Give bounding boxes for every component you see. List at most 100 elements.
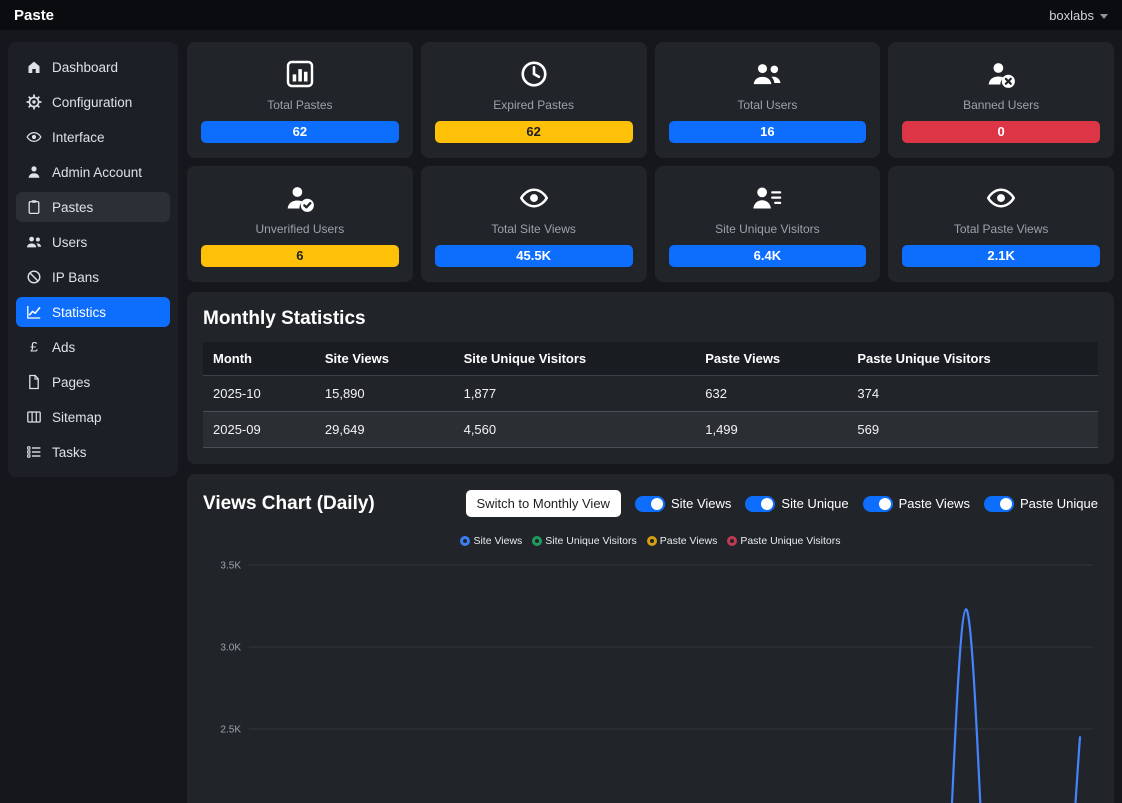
- sidebar-item-admin-account[interactable]: Admin Account: [16, 157, 170, 187]
- sidebar-item-label: Statistics: [52, 304, 107, 320]
- toggle-switch[interactable]: [983, 495, 1014, 512]
- currency-pound-icon: [26, 339, 42, 355]
- sidebar-item-sitemap[interactable]: Sitemap: [16, 402, 170, 432]
- monthly-statistics-title: Monthly Statistics: [203, 308, 366, 329]
- legend-label: Site Unique Visitors: [545, 535, 637, 547]
- sidebar-item-ads[interactable]: Ads: [16, 332, 170, 362]
- y-axis-tick: 2.5K: [220, 725, 241, 736]
- toggle-paste-unique[interactable]: Paste Unique: [983, 495, 1098, 512]
- sidebar-item-label: Dashboard: [52, 59, 119, 75]
- table-cell: 1,499: [695, 411, 848, 448]
- toggle-label: Site Views: [670, 496, 732, 511]
- eye-icon: [986, 183, 1016, 213]
- toggle-switch[interactable]: [862, 495, 893, 512]
- stat-card-label: Total Paste Views: [953, 222, 1049, 236]
- account-menu[interactable]: boxlabs: [1049, 8, 1108, 23]
- toggle-paste-views[interactable]: Paste Views: [862, 495, 970, 512]
- list-check-icon: [26, 444, 42, 460]
- sidebar-item-label: Configuration: [52, 94, 133, 110]
- bar-chart-icon: [285, 59, 315, 89]
- stat-card-banned-users: Banned Users 0: [888, 42, 1114, 158]
- person-check-icon: [285, 183, 315, 213]
- chart-toggles: Site Views Site Unique Paste Views Paste Un…: [634, 495, 1098, 512]
- stat-card-site-unique-visitors: Site Unique Visitors 6.4K: [654, 166, 881, 282]
- stat-card-value: 45.5K: [434, 245, 633, 267]
- toggle-site-unique[interactable]: Site Unique: [745, 495, 849, 512]
- toggle-switch[interactable]: [745, 495, 776, 512]
- y-axis-tick: 3.5K: [220, 561, 241, 572]
- table-row: 2025-09 29,649 4,560 1,499 569: [203, 411, 1098, 448]
- sidebar-item-ip-bans[interactable]: IP Bans: [16, 262, 170, 292]
- sidebar-item-label: Tasks: [52, 444, 87, 460]
- sidebar-item-label: Sitemap: [52, 409, 102, 425]
- stat-card-label: Site Unique Visitors: [715, 222, 820, 236]
- stat-card-label: Total Pastes: [267, 98, 333, 112]
- stat-card-unverified-users: Unverified Users 6: [187, 166, 413, 282]
- legend-dot-icon: [646, 536, 657, 546]
- sidebar-item-pastes[interactable]: Pastes: [16, 192, 170, 222]
- sidebar-item-pages[interactable]: Pages: [16, 367, 170, 397]
- app-brand[interactable]: Paste: [14, 6, 55, 24]
- column-header-site-views: Site Views: [314, 342, 454, 376]
- views-chart-title: Views Chart (Daily): [203, 492, 375, 514]
- sidebar-item-tasks[interactable]: Tasks: [16, 437, 170, 467]
- legend-item-site-views[interactable]: Site Views: [460, 535, 522, 547]
- sidebar-item-label: Users: [52, 234, 88, 250]
- legend-dot-icon: [532, 536, 543, 546]
- legend-label: Paste Views: [659, 535, 718, 547]
- stat-card-total-paste-views: Total Paste Views 2.1K: [888, 166, 1114, 282]
- toggle-switch[interactable]: [634, 495, 665, 512]
- columns-icon: [26, 409, 42, 425]
- legend-item-site-unique-visitors[interactable]: Site Unique Visitors: [532, 535, 637, 547]
- people-icon: [752, 59, 782, 89]
- toggle-site-views[interactable]: Site Views: [634, 495, 732, 512]
- stat-card-value: 6: [201, 245, 399, 267]
- views-chart-header: Views Chart (Daily) Switch to Monthly Vi…: [203, 490, 1098, 517]
- graph-up-icon: [26, 304, 42, 320]
- home-icon: [26, 59, 42, 75]
- column-header-paste-views: Paste Views: [695, 342, 848, 376]
- sidebar-item-label: Pastes: [52, 199, 94, 215]
- toggle-label: Paste Views: [898, 496, 970, 511]
- table-head: Month Site Views Site Unique Visitors Paste…: [203, 342, 1098, 376]
- legend-label: Site Views: [473, 535, 523, 547]
- stat-card-total-pastes: Total Pastes 62: [187, 42, 413, 158]
- sidebar-item-users[interactable]: Users: [16, 227, 170, 257]
- eye-icon: [519, 183, 549, 213]
- stat-card-total-users: Total Users 16: [654, 42, 881, 158]
- stat-card-value: 6.4K: [668, 245, 867, 267]
- sidebar-item-label: Admin Account: [52, 164, 143, 180]
- stat-card-expired-pastes: Expired Pastes 62: [420, 42, 647, 158]
- column-header-paste-unique-visitors: Paste Unique Visitors: [847, 342, 1098, 376]
- switch-to-monthly-button[interactable]: Switch to Monthly View: [465, 490, 621, 517]
- legend-dot-icon: [460, 536, 471, 546]
- stats-grid: Total Pastes 62 Expired Pastes 62 Total User…: [187, 42, 1114, 282]
- main-content: Total Pastes 62 Expired Pastes 62 Total User…: [187, 42, 1114, 803]
- sidebar-item-interface[interactable]: Interface: [16, 122, 170, 152]
- monthly-statistics-table: Month Site Views Site Unique Visitors Paste…: [203, 342, 1098, 448]
- views-chart-card: Views Chart (Daily) Switch to Monthly Vi…: [187, 474, 1114, 803]
- stat-card-label: Total Site Views: [491, 222, 576, 236]
- stat-card-total-site-views: Total Site Views 45.5K: [420, 166, 647, 282]
- ban-icon: [26, 269, 42, 285]
- legend-item-paste-unique-visitors[interactable]: Paste Unique Visitors: [727, 535, 841, 547]
- sidebar-item-configuration[interactable]: Configuration: [16, 87, 170, 117]
- table-cell: 2025-09: [203, 411, 315, 448]
- person-lines-icon: [752, 183, 782, 213]
- sidebar: Dashboard Configuration Interface Admin Acc…: [8, 42, 178, 477]
- table-cell: 569: [847, 411, 1098, 448]
- views-chart-svg: 3.5K 3.0K 2.5K: [220, 561, 1093, 803]
- table-row: 2025-10 15,890 1,877 632 374: [203, 375, 1098, 412]
- legend-dot-icon: [727, 536, 738, 546]
- sidebar-item-statistics[interactable]: Statistics: [16, 297, 170, 327]
- clock-icon: [519, 59, 549, 89]
- sidebar-item-dashboard[interactable]: Dashboard: [16, 52, 170, 82]
- table-cell: 15,890: [314, 375, 454, 412]
- person-icon: [26, 164, 42, 180]
- sidebar-item-label: Interface: [52, 129, 105, 145]
- chart-legend: Site Views Site Unique Visitors Paste View…: [203, 535, 1098, 547]
- table-cell: 1,877: [453, 375, 696, 412]
- legend-item-paste-views[interactable]: Paste Views: [646, 535, 718, 547]
- legend-label: Paste Unique Visitors: [740, 535, 841, 547]
- sidebar-item-label: Ads: [52, 339, 76, 355]
